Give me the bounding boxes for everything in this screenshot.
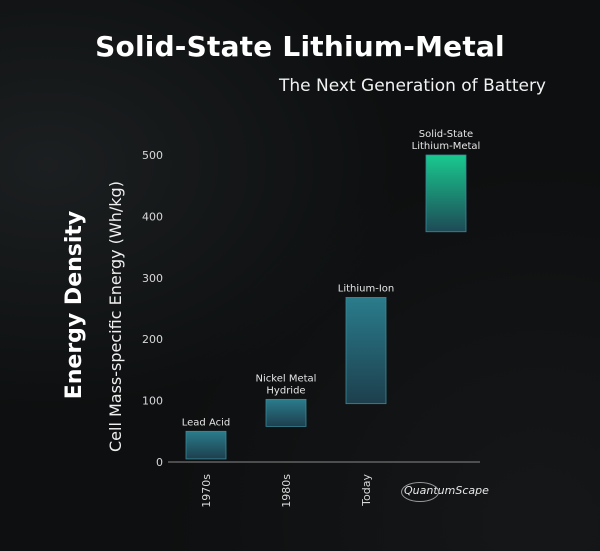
- y-tick-label: 500: [142, 149, 163, 162]
- bar: [425, 154, 467, 233]
- x-tick-label: Today: [360, 474, 373, 507]
- bar-label: Nickel Metal: [256, 373, 317, 384]
- x-tick-label: 1970s: [200, 474, 213, 508]
- bar: [265, 398, 307, 427]
- bar-label: Lithium-Ion: [338, 283, 394, 294]
- y-tick-label: 300: [142, 272, 163, 285]
- bar: [345, 297, 387, 405]
- y-tick-label: 100: [142, 395, 163, 408]
- quantumscape-logo: QuantumScape: [401, 482, 489, 502]
- page-title: Solid-State Lithium-Metal: [95, 30, 505, 63]
- page-subtitle: The Next Generation of Battery: [279, 76, 546, 96]
- x-tick-label: 1980s: [280, 474, 293, 508]
- bar-label: Lithium-Metal: [412, 141, 481, 152]
- bar-label: Solid-State: [419, 129, 473, 140]
- logo-ring-icon: [401, 482, 439, 502]
- y-tick-label: 400: [142, 210, 163, 223]
- y-tick-label: 200: [142, 333, 163, 346]
- bar: [185, 430, 227, 460]
- y-tick-label: 0: [156, 456, 163, 469]
- bar-label: Hydride: [266, 385, 305, 396]
- bar-label: Lead Acid: [182, 417, 231, 428]
